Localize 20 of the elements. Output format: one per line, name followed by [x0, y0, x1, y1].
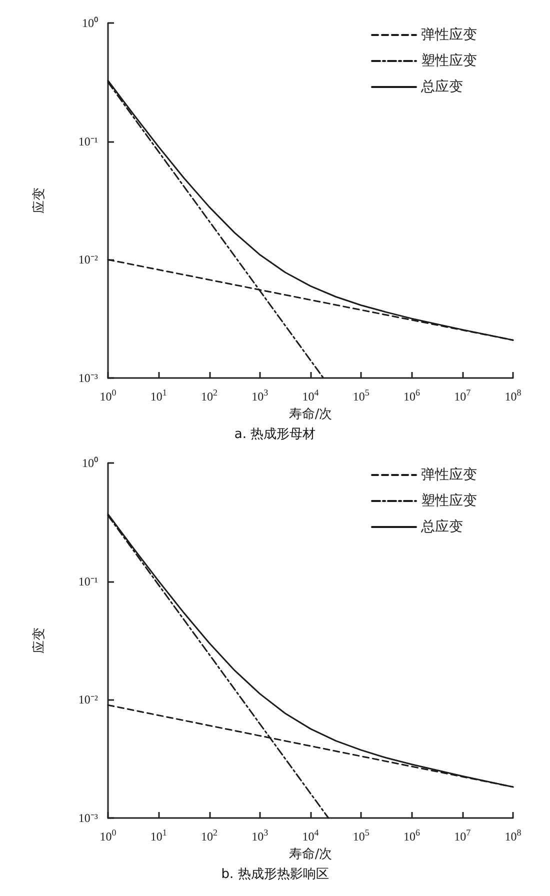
y-tick-label: 10⁰	[82, 456, 98, 470]
legend-label: 总应变	[420, 519, 463, 535]
x-axis-title: 寿命/次	[288, 407, 332, 422]
legend-label: 弹性应变	[421, 467, 477, 483]
text: b. 热成形热影响区	[221, 867, 329, 882]
legend-label: 塑性应变	[421, 493, 477, 509]
legend-label: 总应变	[420, 79, 463, 95]
legend-label: 塑性应变	[421, 53, 477, 69]
legend-label: 弹性应变	[421, 27, 477, 43]
y-tick-label: 10⁻²	[78, 252, 98, 267]
y-axis-title: 应变	[31, 188, 47, 214]
y-tick-label: 10⁻³	[78, 371, 98, 385]
y-axis-title: 应变	[31, 628, 47, 654]
y-tick-label: 10⁻³	[78, 811, 98, 825]
y-tick-label: 10⁻¹	[78, 134, 98, 148]
x-axis-title: 寿命/次	[288, 847, 332, 862]
text: a. 热成形母材	[234, 427, 316, 442]
y-tick-label: 10⁻²	[78, 692, 98, 707]
y-tick-label: 10⁰	[82, 16, 98, 30]
y-tick-label: 10⁻¹	[78, 574, 98, 588]
